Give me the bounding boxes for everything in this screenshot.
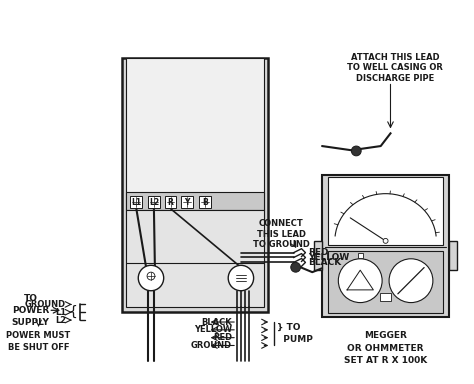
- Bar: [328, 251, 443, 313]
- Bar: [358, 253, 363, 258]
- Text: ATTACH THIS LEAD
TO WELL CASING OR
DISCHARGE PIPE: ATTACH THIS LEAD TO WELL CASING OR DISCH…: [347, 53, 443, 83]
- Bar: [126, 210, 264, 307]
- Text: } TO
  PUMP: } TO PUMP: [277, 323, 313, 344]
- Circle shape: [147, 272, 155, 280]
- Bar: [126, 58, 264, 219]
- Circle shape: [138, 265, 164, 291]
- Text: GROUND: GROUND: [25, 300, 66, 309]
- Circle shape: [291, 262, 301, 272]
- Text: GROUND: GROUND: [191, 341, 232, 350]
- Circle shape: [351, 146, 361, 156]
- Text: L1: L1: [55, 308, 66, 317]
- Text: YELLOW: YELLOW: [194, 325, 232, 334]
- Bar: [449, 241, 457, 270]
- Text: TO
POWER
SUPPLY: TO POWER SUPPLY: [12, 294, 50, 326]
- Bar: [164, 196, 176, 208]
- Text: YELLOW: YELLOW: [309, 253, 350, 262]
- Text: RED: RED: [213, 333, 232, 342]
- Bar: [122, 58, 268, 312]
- Text: RED: RED: [309, 248, 329, 257]
- Text: L1: L1: [131, 198, 141, 207]
- Text: CONNECT
THIS LEAD
TO GROUND: CONNECT THIS LEAD TO GROUND: [253, 219, 310, 249]
- Circle shape: [389, 259, 433, 303]
- Bar: [130, 196, 142, 208]
- Bar: [181, 196, 193, 208]
- Bar: [322, 175, 449, 317]
- Text: BLACK: BLACK: [309, 258, 342, 267]
- Text: B: B: [202, 198, 208, 207]
- Bar: [328, 177, 443, 245]
- Bar: [380, 293, 392, 301]
- Text: L2: L2: [55, 316, 66, 324]
- Text: MEGGER
OR OHMMETER
SET AT R X 100K: MEGGER OR OHMMETER SET AT R X 100K: [344, 331, 427, 366]
- Circle shape: [228, 265, 254, 291]
- Circle shape: [338, 259, 382, 303]
- Bar: [126, 192, 264, 210]
- Bar: [199, 196, 210, 208]
- Text: {: {: [68, 305, 77, 319]
- Text: R: R: [168, 198, 173, 207]
- Circle shape: [383, 238, 388, 243]
- Text: L2: L2: [149, 198, 159, 207]
- Bar: [314, 241, 322, 270]
- Text: BLACK: BLACK: [201, 318, 232, 326]
- Bar: [148, 196, 160, 208]
- Text: POWER MUST
BE SHUT OFF: POWER MUST BE SHUT OFF: [7, 331, 71, 352]
- Text: Y: Y: [184, 198, 190, 207]
